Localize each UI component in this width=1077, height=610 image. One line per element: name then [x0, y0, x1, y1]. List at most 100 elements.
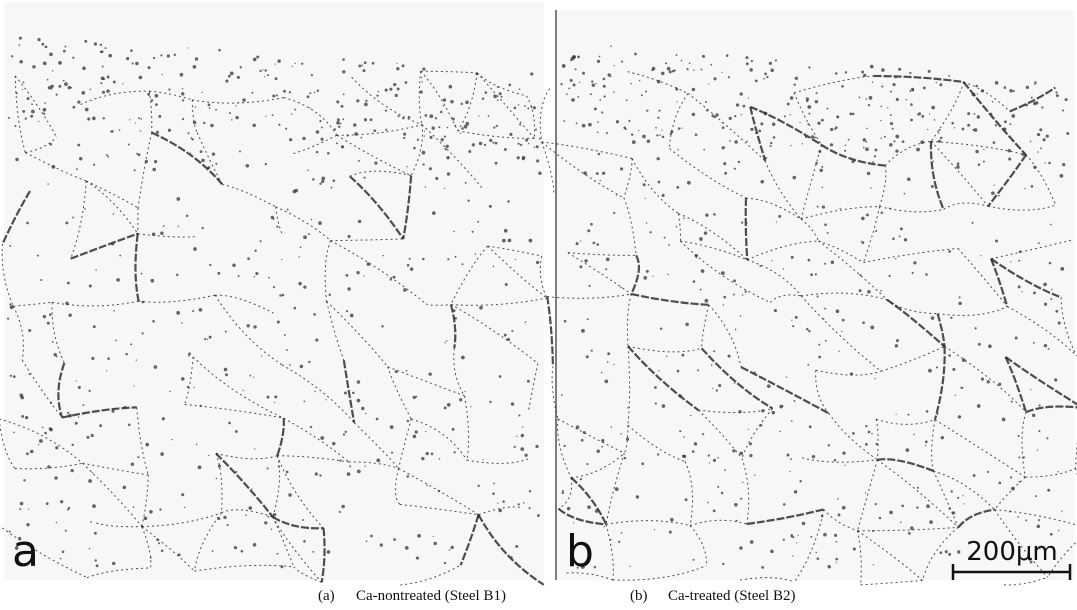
inclusion	[360, 136, 363, 139]
grain-boundary	[293, 566, 322, 583]
inclusion	[874, 148, 878, 152]
inclusion	[957, 496, 960, 499]
inclusion	[613, 64, 615, 67]
inclusion	[584, 259, 588, 263]
inclusion	[276, 225, 279, 228]
inclusion	[374, 161, 378, 165]
grain-boundary	[873, 74, 964, 84]
inclusion	[396, 87, 400, 91]
inclusion	[791, 420, 793, 422]
inclusion	[160, 549, 164, 553]
inclusion	[233, 546, 238, 550]
inclusion	[303, 235, 307, 240]
grain-boundary	[320, 528, 326, 583]
inclusion	[328, 293, 331, 297]
inclusion	[867, 290, 871, 294]
inclusion	[389, 87, 393, 91]
grain-boundary	[957, 508, 995, 528]
inclusion	[478, 141, 483, 146]
inclusion	[141, 300, 145, 304]
inclusion	[528, 489, 532, 493]
inclusion	[922, 86, 926, 90]
inclusion	[18, 44, 21, 46]
inclusion	[353, 123, 357, 127]
inclusion	[823, 532, 827, 537]
inclusion	[924, 444, 927, 446]
inclusion	[107, 155, 110, 158]
inclusion	[1038, 547, 1041, 550]
inclusion	[932, 160, 935, 162]
inclusion	[365, 412, 367, 415]
inclusion	[871, 530, 874, 533]
inclusion	[642, 183, 646, 187]
inclusion	[453, 451, 456, 454]
inclusion	[929, 141, 932, 143]
inclusion	[535, 145, 539, 149]
inclusion	[561, 394, 563, 396]
inclusion	[68, 313, 72, 317]
inclusion	[734, 115, 737, 118]
inclusion	[606, 361, 609, 363]
inclusion	[55, 93, 58, 96]
inclusion	[91, 471, 94, 474]
inclusion	[72, 56, 75, 59]
inclusion	[471, 143, 475, 147]
inclusion	[814, 100, 819, 104]
inclusion	[528, 142, 530, 145]
grain-boundary	[936, 313, 946, 347]
inclusion	[111, 409, 115, 413]
inclusion	[1043, 302, 1048, 306]
inclusion	[479, 305, 483, 310]
inclusion	[1008, 157, 1012, 161]
inclusion	[961, 358, 966, 362]
inclusion	[992, 141, 996, 144]
inclusion	[106, 75, 110, 79]
inclusion	[720, 491, 724, 495]
grain-boundary	[420, 70, 478, 74]
inclusion	[594, 509, 599, 513]
inclusion	[15, 157, 19, 162]
inclusion	[645, 222, 648, 224]
inclusion	[429, 135, 433, 139]
inclusion	[785, 376, 788, 378]
inclusion	[187, 132, 190, 135]
inclusion	[423, 130, 426, 132]
inclusion	[561, 491, 564, 495]
inclusion	[281, 258, 283, 261]
inclusion	[464, 181, 467, 184]
inclusion	[706, 109, 709, 112]
inclusion	[321, 176, 326, 181]
inclusion	[336, 142, 338, 145]
inclusion	[629, 565, 631, 568]
inclusion	[645, 269, 649, 273]
inclusion	[144, 159, 149, 164]
inclusion	[1039, 128, 1043, 132]
inclusion	[487, 114, 490, 117]
inclusion	[471, 230, 474, 233]
inclusion	[451, 427, 455, 431]
inclusion	[961, 127, 965, 131]
inclusion	[149, 557, 152, 559]
inclusion	[986, 470, 990, 474]
inclusion	[126, 57, 130, 61]
inclusion	[438, 126, 441, 129]
inclusion	[1022, 456, 1025, 459]
inclusion	[444, 342, 446, 344]
inclusion	[1048, 161, 1051, 165]
inclusion	[384, 109, 388, 112]
inclusion	[421, 456, 425, 461]
inclusion	[67, 506, 71, 510]
inclusion	[605, 257, 610, 262]
inclusion	[41, 426, 44, 429]
inclusion	[181, 99, 185, 102]
inclusion	[895, 134, 900, 139]
inclusion	[534, 128, 537, 131]
inclusion	[580, 565, 585, 569]
inclusion	[721, 146, 725, 150]
grain-boundary	[476, 72, 535, 139]
inclusion	[705, 213, 709, 217]
inclusion	[24, 415, 29, 420]
inclusion	[138, 75, 143, 80]
inclusion	[135, 359, 137, 361]
inclusion	[835, 540, 838, 543]
